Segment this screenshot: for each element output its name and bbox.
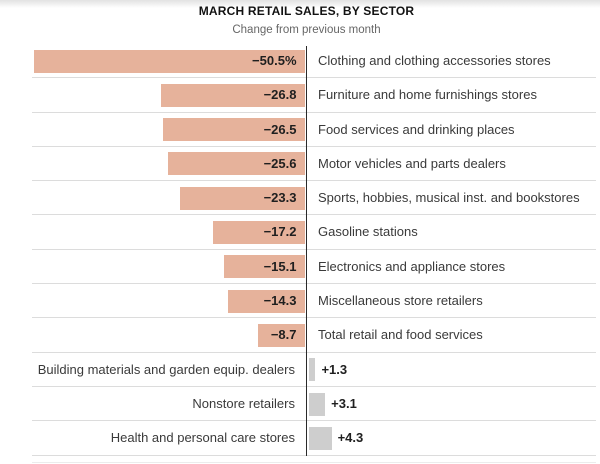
negative-bar [167,152,305,176]
chart-row: −8.7 Total retail and food services [0,318,600,353]
row-separator [32,180,596,182]
category-label: Miscellaneous store retailers [318,293,483,309]
negative-bar [162,118,305,142]
chart-row: −17.2 Gasoline stations [0,215,600,250]
negative-bar [179,186,305,210]
chart-row: −23.3 Sports, hobbies, musical inst. and … [0,181,600,216]
category-label: Nonstore retailers [192,395,295,411]
chart-row: −15.1 Electronics and appliance stores [0,250,600,285]
negative-bar [228,289,305,313]
category-label: Total retail and food services [318,327,483,343]
chart-row: +1.3 Building materials and garden equip.… [0,353,600,387]
value-label: −23.3 [263,190,297,206]
positive-bar [308,392,326,416]
zero-axis-line [306,46,307,456]
value-label: −17.2 [263,224,297,240]
row-separator [32,214,596,216]
row-separator [32,454,596,456]
negative-bar [161,83,305,107]
value-label: −26.8 [263,87,297,103]
positive-bar [308,358,316,382]
chart-subtitle: Change from previous month [232,24,381,36]
chart-title: MARCH RETAIL SALES, BY SECTOR [198,4,415,18]
chart-row: −25.6 Motor vehicles and parts dealers [0,147,600,182]
row-separator [32,145,596,147]
category-label: Food services and drinking places [318,121,515,137]
category-label: Gasoline stations [318,224,418,240]
negative-bar [33,49,305,73]
category-label: Electronics and appliance stores [318,258,506,274]
row-separator [32,351,596,353]
row-separator [32,420,596,422]
value-label: −14.3 [263,293,297,309]
value-label: −26.5 [263,121,297,137]
row-separator [32,111,596,113]
category-label: Health and personal care stores [110,430,295,446]
row-separator [32,317,596,319]
negative-bar [223,255,305,279]
category-label: Building materials and garden equip. dea… [37,361,295,377]
row-separator [32,385,596,387]
chart-row: +3.1 Nonstore retailers [0,387,600,422]
chart-row: −14.3 Miscellaneous store retailers [0,284,600,319]
negative-bar [258,323,305,347]
category-label: Sports, hobbies, musical inst. and books… [318,190,580,206]
chart-header: MARCH RETAIL SALES, BY SECTOR Change fro… [0,0,600,37]
bottom-edge-line [32,462,596,463]
value-label: +4.3 [337,430,364,446]
value-label: −25.6 [263,155,297,171]
value-label: +1.3 [321,361,348,377]
chart-row: −26.5 Food services and drinking places [0,113,600,147]
row-separator [32,77,596,79]
category-label: Clothing and clothing accessories stores [318,53,551,68]
chart-row: +4.3 Health and personal care stores [0,421,600,456]
category-label: Furniture and home furnishings stores [318,87,537,103]
chart-row: −26.8 Furniture and home furnishings stor… [0,78,600,113]
chart-row: −50.5% Clothing and clothing accessories … [0,44,600,79]
value-label: −8.7 [270,327,297,343]
row-separator [32,248,596,250]
value-label: −15.1 [263,258,297,274]
value-label: −50.5% [252,53,297,68]
negative-bar [212,221,305,245]
row-separator [32,283,596,285]
bar-chart: −50.5% Clothing and clothing accessories … [0,44,600,456]
positive-bar [308,426,332,450]
category-label: Motor vehicles and parts dealers [318,155,506,171]
value-label: +3.1 [331,395,357,411]
